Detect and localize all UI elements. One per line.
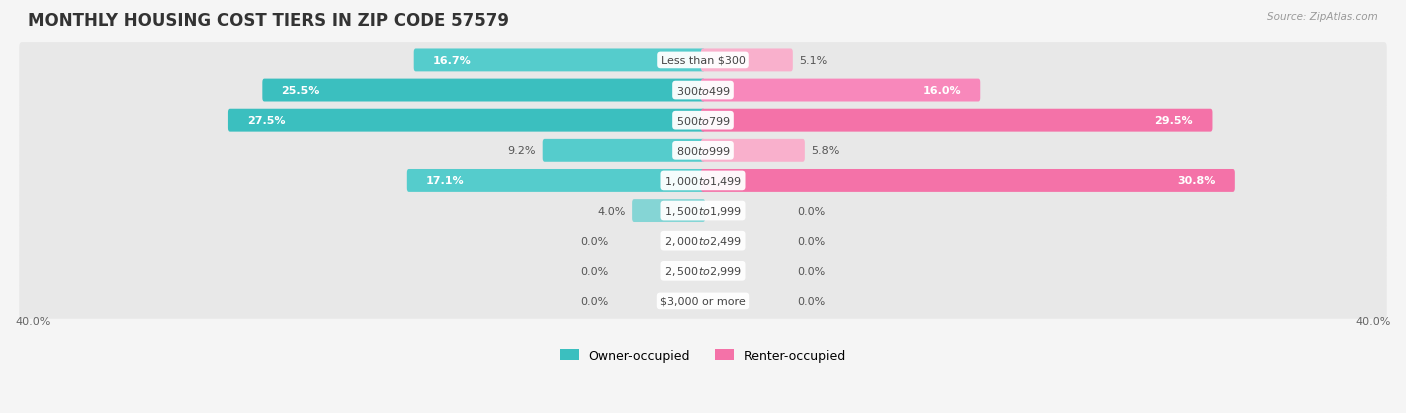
FancyBboxPatch shape xyxy=(228,109,704,132)
FancyBboxPatch shape xyxy=(633,199,704,223)
Text: 27.5%: 27.5% xyxy=(247,116,285,126)
Text: 0.0%: 0.0% xyxy=(797,236,825,246)
Text: $2,000 to $2,499: $2,000 to $2,499 xyxy=(664,235,742,247)
FancyBboxPatch shape xyxy=(702,109,1212,132)
Text: 16.7%: 16.7% xyxy=(433,56,471,66)
FancyBboxPatch shape xyxy=(20,254,1386,289)
FancyBboxPatch shape xyxy=(702,140,804,162)
Text: 0.0%: 0.0% xyxy=(797,266,825,276)
Text: 0.0%: 0.0% xyxy=(581,296,609,306)
Text: 29.5%: 29.5% xyxy=(1154,116,1194,126)
FancyBboxPatch shape xyxy=(20,223,1386,259)
Text: $1,500 to $1,999: $1,500 to $1,999 xyxy=(664,204,742,218)
Text: 16.0%: 16.0% xyxy=(922,86,960,96)
Text: $1,000 to $1,499: $1,000 to $1,499 xyxy=(664,175,742,188)
FancyBboxPatch shape xyxy=(20,163,1386,199)
FancyBboxPatch shape xyxy=(702,50,793,72)
Text: Less than $300: Less than $300 xyxy=(661,56,745,66)
Text: 4.0%: 4.0% xyxy=(598,206,626,216)
FancyBboxPatch shape xyxy=(20,73,1386,109)
Text: 0.0%: 0.0% xyxy=(797,296,825,306)
Text: 0.0%: 0.0% xyxy=(797,206,825,216)
FancyBboxPatch shape xyxy=(20,133,1386,169)
Text: 0.0%: 0.0% xyxy=(581,236,609,246)
FancyBboxPatch shape xyxy=(20,283,1386,319)
Text: 40.0%: 40.0% xyxy=(15,316,51,326)
Text: 40.0%: 40.0% xyxy=(1355,316,1391,326)
FancyBboxPatch shape xyxy=(702,79,980,102)
Text: 5.8%: 5.8% xyxy=(811,146,839,156)
Text: $2,500 to $2,999: $2,500 to $2,999 xyxy=(664,265,742,278)
FancyBboxPatch shape xyxy=(413,50,704,72)
FancyBboxPatch shape xyxy=(543,140,704,162)
FancyBboxPatch shape xyxy=(406,170,704,192)
Text: $800 to $999: $800 to $999 xyxy=(675,145,731,157)
Text: 5.1%: 5.1% xyxy=(800,56,828,66)
Text: $3,000 or more: $3,000 or more xyxy=(661,296,745,306)
FancyBboxPatch shape xyxy=(20,43,1386,78)
Text: 9.2%: 9.2% xyxy=(508,146,536,156)
Text: Source: ZipAtlas.com: Source: ZipAtlas.com xyxy=(1267,12,1378,22)
Text: $500 to $799: $500 to $799 xyxy=(675,115,731,127)
Text: MONTHLY HOUSING COST TIERS IN ZIP CODE 57579: MONTHLY HOUSING COST TIERS IN ZIP CODE 5… xyxy=(28,12,509,30)
FancyBboxPatch shape xyxy=(263,79,704,102)
Text: 30.8%: 30.8% xyxy=(1177,176,1216,186)
Text: $300 to $499: $300 to $499 xyxy=(675,85,731,97)
FancyBboxPatch shape xyxy=(702,170,1234,192)
Text: 25.5%: 25.5% xyxy=(281,86,321,96)
Text: 17.1%: 17.1% xyxy=(426,176,465,186)
FancyBboxPatch shape xyxy=(20,103,1386,139)
Legend: Owner-occupied, Renter-occupied: Owner-occupied, Renter-occupied xyxy=(555,344,851,367)
Text: 0.0%: 0.0% xyxy=(581,266,609,276)
FancyBboxPatch shape xyxy=(20,193,1386,229)
